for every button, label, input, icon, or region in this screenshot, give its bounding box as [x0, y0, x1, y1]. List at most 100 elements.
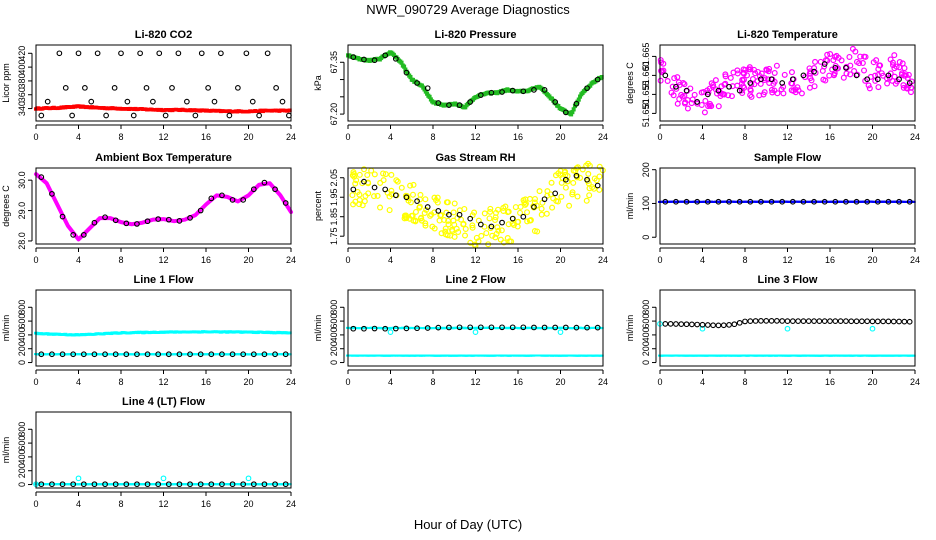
panel-title: Li-820 CO2: [135, 29, 192, 41]
data-point-avg: [240, 197, 247, 203]
scatter-point-raw: [774, 90, 781, 97]
scatter-point-raw: [443, 199, 450, 206]
data-point-avg: [208, 481, 215, 488]
panel-title: Li-820 Pressure: [435, 29, 517, 41]
data-point-avg: [662, 72, 669, 79]
data-point-avg: [747, 318, 754, 324]
data-point-avg: [531, 87, 537, 93]
x-tick-label: 16: [825, 132, 835, 142]
band-mark-raw: [588, 83, 593, 88]
data-point-outliers: [160, 475, 167, 482]
data-point-avg: [779, 318, 786, 324]
data-point-avg: [683, 198, 690, 205]
data-point-avg: [789, 76, 796, 83]
data-point-avg: [509, 324, 516, 331]
data-point-avg: [584, 324, 590, 331]
y-tick-label: 0: [17, 360, 27, 365]
scatter-point-raw: [493, 230, 500, 237]
scatter-point-raw: [896, 59, 903, 66]
scatter-point-raw: [427, 212, 434, 219]
data-point-avg: [800, 318, 807, 324]
data-point-avg: [683, 321, 690, 328]
x-tick-label: 24: [598, 132, 608, 142]
data-point-avg: [261, 179, 268, 186]
data-point-avg: [187, 215, 193, 221]
data-point-avg: [890, 318, 897, 325]
scatter-point-raw: [449, 226, 456, 233]
band-mark-raw: [553, 101, 558, 106]
data-point-avg: [726, 322, 732, 328]
data-point-avg: [169, 84, 175, 91]
scatter-point-raw: [884, 80, 891, 87]
y-tick-label: 420: [17, 46, 27, 61]
band-mark-raw-low: [599, 354, 604, 357]
data-point-avg: [853, 198, 860, 205]
scatter-point-raw: [684, 105, 691, 112]
data-point-avg: [75, 50, 82, 57]
data-point-avg: [811, 318, 817, 324]
scatter-point-raw: [740, 69, 747, 76]
data-point-avg: [509, 215, 516, 222]
data-point-outliers: [387, 329, 394, 335]
data-point-avg: [218, 50, 224, 57]
y-axis-label: kPa: [313, 75, 323, 91]
scatter-point-raw: [586, 185, 593, 192]
scatter-point-raw: [833, 52, 840, 59]
data-point-avg: [49, 481, 55, 488]
x-tick-label: 20: [867, 255, 877, 265]
y-tick-label: 30.0: [17, 171, 27, 189]
data-point-avg: [424, 204, 431, 210]
data-point-avg: [896, 198, 902, 205]
data-point-avg: [821, 198, 828, 205]
scatter-point-raw: [747, 86, 754, 93]
data-point-avg: [272, 481, 278, 488]
band-mark-cyan-low: [287, 353, 292, 356]
data-point-avg: [350, 186, 357, 193]
data-point-avg: [70, 351, 77, 358]
panel-title: Ambient Box Temperature: [95, 152, 232, 164]
scatter-point-raw: [398, 184, 405, 191]
data-point-avg: [584, 176, 590, 183]
x-tick-label: 12: [470, 377, 480, 387]
plot-area: [657, 318, 916, 357]
data-point-avg: [208, 195, 215, 202]
panel-8: Line 2 Flow ml/min 0 4 8 12 16 20 24 0 20040060080…: [313, 274, 608, 387]
x-tick-label: 16: [201, 499, 211, 509]
data-point-avg: [477, 221, 484, 228]
plot-frame: [35, 411, 292, 489]
scatter-point-raw: [900, 82, 907, 89]
scatter-point-raw: [423, 206, 430, 213]
data-point-avg: [62, 84, 69, 91]
data-point-avg: [499, 219, 505, 226]
scatter-point-raw: [534, 228, 541, 235]
data-point-avg: [282, 351, 289, 358]
y-tick-label: 800: [641, 300, 651, 315]
data-point-avg: [371, 57, 378, 64]
x-tick-label: 12: [158, 377, 168, 387]
scatter-point-raw: [673, 85, 680, 92]
scatter-point-raw: [870, 59, 877, 66]
data-point-avg: [80, 232, 87, 238]
x-tick-label: 8: [430, 255, 435, 265]
scatter-point-raw: [900, 84, 907, 91]
data-point-avg: [594, 76, 601, 83]
data-point-avg: [137, 50, 143, 57]
scatter-point-raw: [904, 85, 911, 92]
data-point-avg: [562, 109, 569, 116]
scatter-point-raw: [798, 90, 805, 97]
data-point-avg: [758, 318, 764, 324]
scatter-point-raw: [722, 73, 729, 80]
scatter-point-raw: [422, 222, 429, 229]
scatter-point-raw: [431, 194, 438, 201]
scatter-point-raw: [586, 192, 593, 199]
scatter-point-raw: [788, 87, 795, 94]
data-point-avg: [477, 92, 484, 98]
scatter-point-raw: [761, 75, 768, 82]
data-point-avg: [219, 481, 225, 488]
band-mark-raw: [408, 74, 413, 80]
scatter-point-raw: [749, 76, 756, 83]
scatter-point-raw: [549, 204, 556, 211]
scatter-point-raw: [657, 77, 664, 84]
data-point-avg: [673, 198, 679, 205]
y-tick-label: 0: [17, 482, 27, 487]
